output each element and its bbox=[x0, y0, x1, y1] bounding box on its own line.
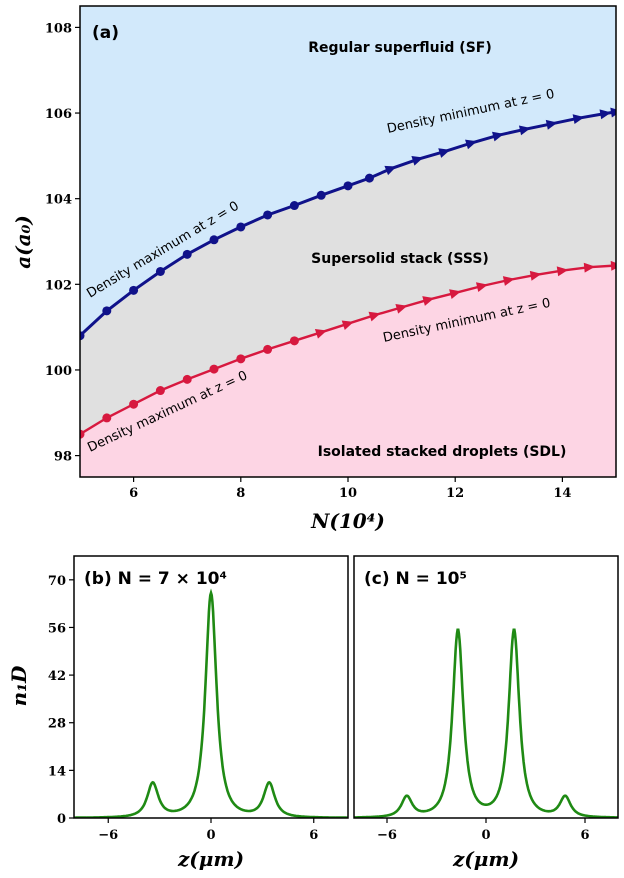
lower-boundary-circle-marker bbox=[182, 374, 192, 384]
lower-boundary-triangle-marker bbox=[529, 270, 542, 281]
region-sf-label: Regular superfluid (SF) bbox=[308, 40, 492, 56]
lower-boundary-triangle-marker bbox=[422, 296, 435, 306]
upper-boundary-triangle-marker bbox=[465, 139, 478, 150]
upper-boundary-triangle-marker bbox=[384, 165, 397, 176]
upper-boundary-circle-marker bbox=[129, 285, 139, 295]
panel-a-xtick-label: 10 bbox=[339, 486, 357, 501]
upper-boundary-triangle-marker bbox=[411, 156, 424, 166]
lower-boundary-circle-marker bbox=[102, 413, 112, 423]
region-sdl bbox=[80, 265, 616, 477]
panel-a-ytick-label: 98 bbox=[54, 450, 72, 465]
panel-a-ytick-label: 108 bbox=[45, 21, 72, 36]
panel-a-ytick-label: 100 bbox=[45, 364, 72, 379]
lower-boundary-triangle-marker bbox=[314, 329, 327, 339]
panel-c-label: (c) N = 10⁵ bbox=[364, 569, 467, 589]
region-sss-label: Supersolid stack (SSS) bbox=[311, 251, 489, 267]
panel-c-xtick-label: 6 bbox=[580, 828, 589, 843]
panel-a-xlabel: N(10⁴) bbox=[310, 509, 385, 533]
panel-a-ticks: 6 8 10 12 14 98 100 102 104 106 108 bbox=[45, 21, 572, 501]
upper-boundary-circle-marker bbox=[364, 173, 374, 183]
lower-boundary-markers bbox=[80, 260, 616, 439]
panel-a-ytick-label: 104 bbox=[45, 193, 72, 208]
lower-boundary-circle-marker bbox=[263, 344, 273, 354]
upper-boundary-circle-marker bbox=[182, 249, 192, 259]
panel-b-xtick-label: −6 bbox=[98, 828, 118, 843]
panel-a-xtick-label: 8 bbox=[236, 486, 245, 501]
panel-b-ytick-label: 42 bbox=[48, 669, 66, 684]
upper-boundary-line bbox=[80, 110, 616, 337]
region-sdl-label: Isolated stacked droplets (SDL) bbox=[318, 444, 567, 460]
upper-boundary-circle-marker bbox=[343, 181, 353, 191]
upper-boundary-triangle-marker bbox=[610, 107, 616, 118]
lower-boundary-triangle-marker bbox=[610, 260, 616, 271]
lower-boundary-circle-marker bbox=[289, 336, 299, 346]
panel-b-ytick-label: 28 bbox=[48, 717, 66, 732]
panel-b-xtick-label: 6 bbox=[309, 828, 318, 843]
panel-c-xtick-label: 0 bbox=[481, 828, 490, 843]
panel-b-ytick-label: 70 bbox=[48, 574, 66, 589]
upper-boundary-circle-marker bbox=[263, 210, 273, 220]
panel-a: 6 8 10 12 14 98 100 102 104 106 108 (a) Regular su… bbox=[11, 5, 617, 533]
lower-boundary-triangle-marker bbox=[368, 311, 381, 322]
panel-c-ticks: −6 0 6 bbox=[377, 818, 590, 843]
lower-boundary-triangle-marker bbox=[341, 320, 354, 330]
lower-boundary-triangle-marker bbox=[502, 276, 515, 286]
region-sf bbox=[80, 6, 616, 336]
panel-b-ytick-label: 14 bbox=[48, 764, 66, 779]
panel-c-xlabel: z(μm) bbox=[452, 847, 519, 871]
upper-boundary-circle-marker bbox=[316, 190, 326, 200]
panel-b-xtick-label: 0 bbox=[206, 828, 215, 843]
upper-boundary-triangle-marker bbox=[438, 148, 451, 158]
upper-boundary-circle-marker bbox=[102, 306, 112, 316]
panel-a-ytick-label: 106 bbox=[45, 107, 72, 122]
panel-c-frame bbox=[353, 555, 619, 819]
panel-b-ticks: −6 0 6 0 14 28 42 56 70 bbox=[48, 574, 318, 843]
upper-boundary-triangle-marker bbox=[599, 109, 612, 120]
upper-boundary-circle-marker bbox=[289, 201, 299, 211]
lower-boundary-circle-marker bbox=[129, 399, 139, 409]
panel-b-label: (b) N = 7 × 10⁴ bbox=[84, 569, 227, 589]
panel-a-ylabel: a(a₀) bbox=[11, 215, 35, 269]
lower-boundary-triangle-marker bbox=[583, 262, 596, 273]
lower-boundary-circle-marker bbox=[209, 364, 219, 374]
lower-boundary-triangle-marker bbox=[475, 282, 488, 293]
panel-a-xtick-label: 14 bbox=[553, 486, 571, 501]
panel-b-xlabel: z(μm) bbox=[177, 847, 244, 871]
upper-boundary-circle-marker bbox=[155, 266, 165, 276]
panel-c-xtick-label: −6 bbox=[377, 828, 397, 843]
upper-boundary-circle-marker bbox=[236, 222, 246, 232]
upper-boundary-markers bbox=[80, 107, 616, 341]
region-sss bbox=[80, 111, 616, 435]
panel-a-xtick-label: 6 bbox=[129, 486, 138, 501]
lower-boundary-circle-marker bbox=[80, 429, 85, 439]
upper-boundary-triangle-marker bbox=[545, 119, 558, 130]
panel-b: −6 0 6 0 14 28 42 56 70 (b) N = 7 × 10⁴ z(μm) n₁… bbox=[7, 555, 349, 871]
lower-boundary-triangle-marker bbox=[449, 289, 462, 299]
lower-boundary-circle-marker bbox=[155, 386, 165, 396]
panel-a-ytick-label: 102 bbox=[45, 278, 72, 293]
lower-boundary-triangle-marker bbox=[556, 266, 569, 277]
lower-boundary-triangle-marker bbox=[395, 303, 408, 314]
panel-a-xtick-label: 12 bbox=[446, 486, 464, 501]
panel-a-label: (a) bbox=[92, 23, 119, 43]
lower-boundary-circle-marker bbox=[236, 354, 246, 364]
density-curve-b bbox=[74, 588, 348, 818]
panel-b-ylabel: n₁D bbox=[7, 665, 31, 706]
upper-boundary-triangle-marker bbox=[492, 131, 504, 142]
upper-boundary-triangle-marker bbox=[518, 125, 531, 136]
upper-boundary-circle-marker bbox=[209, 235, 219, 245]
upper-boundary-triangle-marker bbox=[572, 114, 585, 125]
panel-b-ytick-label: 56 bbox=[48, 621, 66, 636]
panel-b-ytick-label: 0 bbox=[57, 812, 66, 827]
density-curve-c bbox=[354, 628, 618, 818]
panel-c: −6 0 6 (c) N = 10⁵ z(μm) bbox=[353, 555, 619, 871]
upper-boundary-circle-marker bbox=[80, 331, 85, 341]
